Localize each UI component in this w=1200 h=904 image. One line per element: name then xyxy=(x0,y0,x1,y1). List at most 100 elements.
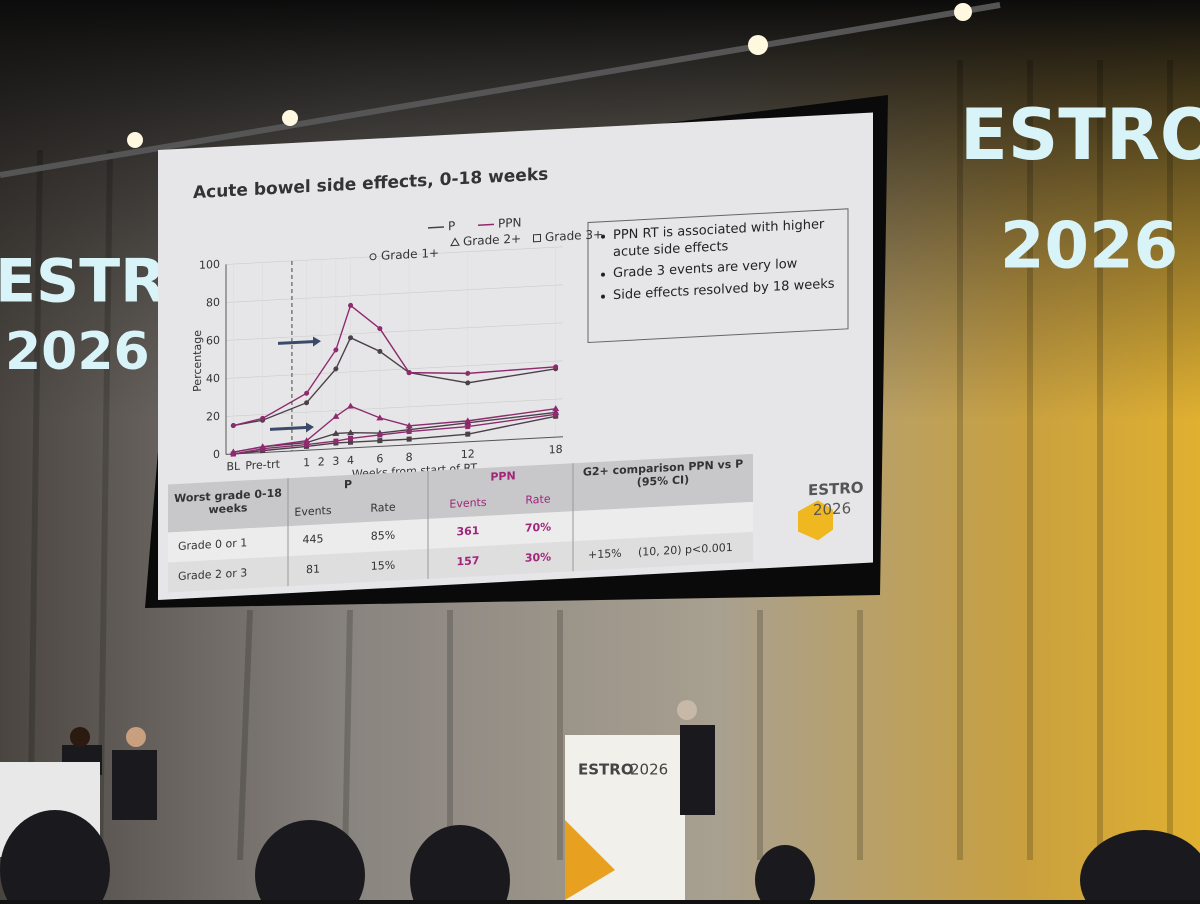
table-cell: 70% xyxy=(525,520,551,534)
legend-marker xyxy=(533,233,541,243)
y-tick-label: 20 xyxy=(206,410,220,424)
marker xyxy=(333,366,339,372)
bullet-dot xyxy=(601,294,605,299)
marker xyxy=(465,370,471,376)
logo-text: 2026 xyxy=(813,499,851,519)
banner-text: 2026 xyxy=(5,322,150,382)
table-cell: Grade 2 or 3 xyxy=(178,566,247,583)
banner-text: 2026 xyxy=(1000,210,1178,284)
marker xyxy=(377,432,383,438)
legend-marker xyxy=(450,237,460,247)
y-axis-label: Percentage xyxy=(191,329,204,392)
marker xyxy=(377,326,383,332)
legend-line xyxy=(478,223,494,226)
podium-text: ESTRO xyxy=(578,761,634,779)
marker xyxy=(552,405,560,412)
y-tick-label: 0 xyxy=(213,448,220,461)
marker xyxy=(465,423,471,430)
arrow-head xyxy=(306,422,314,433)
x-tick-label: 18 xyxy=(549,443,563,457)
table-cell: (10, 20) p<0.001 xyxy=(638,541,733,559)
x-tick-label: 3 xyxy=(332,454,339,467)
people xyxy=(0,700,1200,904)
marker xyxy=(230,423,236,429)
table-header: Rate xyxy=(525,492,550,506)
x-tick-label: 12 xyxy=(461,447,475,461)
banner-text: ESTRO xyxy=(960,94,1200,176)
legend-label: P xyxy=(448,219,455,233)
curtain-folds xyxy=(27,60,1173,861)
bullet-box xyxy=(587,208,849,343)
x-tick-label: 2 xyxy=(318,455,325,468)
table-header: Worst grade 0-18 weeks xyxy=(174,486,282,517)
arrow-head xyxy=(313,336,321,347)
marker xyxy=(377,438,383,444)
table-header: Events xyxy=(449,496,486,511)
marker xyxy=(553,364,559,370)
bullet-dot xyxy=(601,272,605,277)
marker xyxy=(304,390,310,396)
table-cell: Grade 0 or 1 xyxy=(178,536,247,553)
table-row-bg xyxy=(168,531,753,593)
arrow xyxy=(270,425,306,431)
table-header-bg xyxy=(168,453,753,533)
marker xyxy=(405,422,413,429)
bullets: PPN RT is associated with higher acute s… xyxy=(601,217,835,303)
table-cell: 157 xyxy=(457,554,480,568)
y-tick-label: 40 xyxy=(206,372,220,386)
grid-line xyxy=(226,284,563,303)
x-tick-label: Pre-trt xyxy=(245,458,280,473)
grid-line xyxy=(226,398,563,417)
table-cell: 85% xyxy=(371,529,395,543)
legend-label: Grade 2+ xyxy=(463,231,521,248)
marker xyxy=(260,415,266,421)
stage-banners: ESTRO 2026 ESTRO 2026 xyxy=(0,94,1200,382)
marker xyxy=(332,429,340,437)
spotlights xyxy=(127,3,972,148)
axis xyxy=(226,436,563,455)
legend-line xyxy=(428,226,444,229)
marker xyxy=(303,437,311,444)
table-header: Rate xyxy=(370,501,395,515)
marker xyxy=(465,380,471,386)
marker xyxy=(347,402,355,409)
x-tick-label: 1 xyxy=(303,456,310,469)
marker xyxy=(406,370,412,376)
marker xyxy=(348,435,354,442)
logo-text: ESTRO xyxy=(808,479,864,500)
y-tick-label: 100 xyxy=(199,258,220,272)
marker xyxy=(230,451,236,457)
podium-text: 2026 xyxy=(630,761,668,779)
table-header-text: Worst grade 0-18 weeks xyxy=(174,486,282,517)
legend-label: Grade 3+ xyxy=(545,227,603,244)
marker xyxy=(333,347,339,353)
marker xyxy=(377,348,383,354)
podium: ESTRO 2026 xyxy=(565,735,685,900)
legend-marker xyxy=(369,253,377,261)
table-cell: +15% xyxy=(588,547,622,562)
grid-line xyxy=(226,322,563,341)
marker xyxy=(464,417,472,424)
y-tick-label: 60 xyxy=(206,334,220,348)
table-header: Events xyxy=(294,504,331,519)
marker xyxy=(406,428,412,435)
table-row-bg xyxy=(168,501,753,563)
grid-line xyxy=(226,246,563,265)
slide-logo: ESTRO 2026 xyxy=(798,479,864,541)
marker xyxy=(553,411,559,417)
marker xyxy=(348,302,354,308)
marker xyxy=(304,441,310,448)
marker xyxy=(465,431,471,437)
y-tick-label: 80 xyxy=(206,296,220,310)
grid-line xyxy=(226,360,563,379)
bullet-dot xyxy=(601,234,605,239)
marker xyxy=(348,335,354,341)
table-cell: 361 xyxy=(457,524,480,538)
truss xyxy=(0,2,1001,178)
x-tick-label: 8 xyxy=(406,451,413,464)
marker xyxy=(406,436,412,442)
x-tick-label: BL xyxy=(226,460,241,474)
